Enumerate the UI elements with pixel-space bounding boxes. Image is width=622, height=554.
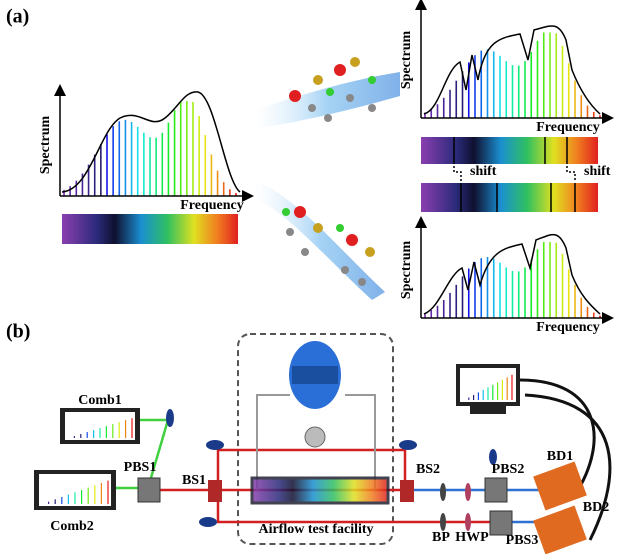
shift-label: shift [584,164,611,179]
color-bar [62,214,238,244]
shift-label: shift [470,164,497,179]
color-bar [421,137,598,164]
label: PBS2 [492,462,525,477]
bs2 [400,480,414,502]
y-label: Spectrum [399,241,414,300]
bd1 [533,462,587,511]
label: HWP [455,530,489,545]
y-label: Spectrum [399,31,414,90]
monitor-stand [470,406,506,414]
label: BD2 [583,500,609,515]
x-label: Frequency [180,198,244,213]
pbs2 [485,478,507,502]
motor [292,366,338,384]
label: Comb1 [78,393,122,408]
pbs1 [138,478,160,502]
beams [100,380,610,540]
label: PBS1 [124,460,157,475]
figure: (a) Spectrum Frequency Spectrum Frequenc… [0,0,622,554]
spectra [64,33,600,319]
panel-label: (a) [6,6,29,28]
panel-label: (b) [6,321,30,343]
label: BD1 [547,449,573,464]
mirrors [166,409,497,531]
bd2 [533,506,587,554]
label: Airflow test facility [258,522,373,537]
label: BS2 [416,462,440,477]
y-label: Spectrum [38,116,53,175]
bs1 [208,480,222,502]
label: BS1 [182,473,206,488]
x-label: Frequency [536,320,600,335]
gauge [305,427,325,447]
x-label: Frequency [536,120,600,135]
label: PBS3 [506,533,539,548]
test-tube [252,478,388,503]
label: Comb2 [50,519,94,534]
color-bar [421,183,598,212]
pbs3 [490,511,512,535]
label: BP [432,530,450,545]
